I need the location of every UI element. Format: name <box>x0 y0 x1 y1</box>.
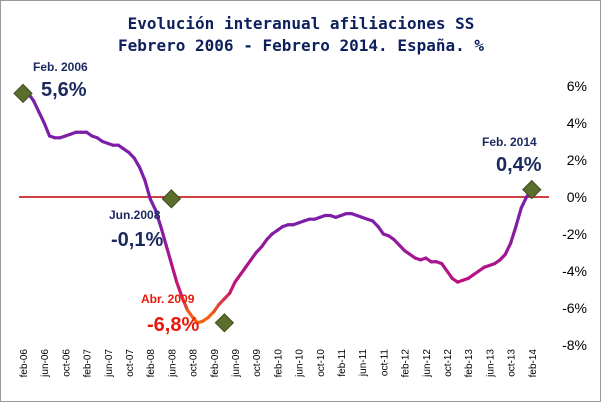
chart-subtitle: Febrero 2006 - Febrero 2014. España. % <box>118 36 484 55</box>
x-tick-label: jun-08 <box>167 349 178 378</box>
y-tick-label: -4% <box>562 263 587 279</box>
series-segment <box>169 262 179 284</box>
marker-diamond <box>161 189 182 209</box>
x-tick-label: jun-10 <box>295 349 306 378</box>
chart-title: Evolución interanual afiliaciones SS <box>128 14 475 33</box>
annotation-value-feb2006: 5,6% <box>41 79 87 101</box>
x-tick-label: feb-06 <box>19 349 30 378</box>
annotation-label-abr2009: Abr. 2009 <box>141 292 195 306</box>
series-segment <box>514 206 523 229</box>
annotations: Feb. 2006 5,6% Jun.2008 -0,1% Abr. 2009 … <box>33 60 542 336</box>
y-tick-label: -2% <box>562 226 587 242</box>
y-tick-label: -6% <box>562 300 587 316</box>
annotation-label-feb2006: Feb. 2006 <box>33 60 88 74</box>
series-segment <box>175 280 184 299</box>
y-tick-label: 2% <box>567 152 587 168</box>
annotation-value-jun2008: -0,1% <box>111 229 163 251</box>
series-segment <box>180 295 189 312</box>
series-segment <box>132 156 142 169</box>
series-segment <box>42 121 52 138</box>
series-segment <box>503 241 513 256</box>
marker-diamond <box>522 179 542 200</box>
series-segment <box>159 225 168 247</box>
x-tick-label: oct-11 <box>379 349 390 376</box>
x-tick-label: oct-07 <box>125 349 136 377</box>
series-line <box>21 91 534 325</box>
x-tick-label: oct-13 <box>507 349 518 377</box>
x-tick-label: feb-09 <box>210 349 221 378</box>
marker-diamond <box>13 83 33 104</box>
x-axis: feb-06 jun-06 oct-06 feb-07 jun-07 oct-07 feb-… <box>19 349 539 378</box>
series-segment <box>153 208 163 229</box>
markers <box>13 83 542 333</box>
x-tick-label: feb-13 <box>464 349 475 378</box>
x-tick-label: feb-10 <box>273 349 284 378</box>
y-tick-label: -8% <box>562 337 587 353</box>
series-segment <box>138 165 147 182</box>
x-tick-label: jun-09 <box>231 349 242 378</box>
series-segment <box>228 280 237 295</box>
series-segment <box>164 243 173 266</box>
series-segment <box>509 225 518 245</box>
x-tick-label: oct-09 <box>252 349 263 377</box>
x-tick-label: oct-08 <box>189 349 200 377</box>
x-tick-label: feb-11 <box>337 349 348 377</box>
x-tick-label: oct-12 <box>443 349 454 377</box>
series-segment <box>519 195 529 210</box>
x-tick-label: oct-10 <box>316 349 327 377</box>
x-tick-label: oct-06 <box>61 349 72 377</box>
x-tick-label: feb-08 <box>146 349 157 378</box>
annotation-label-feb2014: Feb. 2014 <box>482 135 537 149</box>
x-tick-label: feb-07 <box>83 349 94 378</box>
y-tick-label: 0% <box>567 189 587 205</box>
series-segment <box>31 99 41 114</box>
x-tick-label: jun-13 <box>485 349 496 378</box>
y-axis: 6% 4% 2% 0% -2% -4% -6% -8% <box>562 78 587 353</box>
y-tick-label: 4% <box>567 115 587 131</box>
series-segment <box>37 110 46 125</box>
x-tick-label: jun-11 <box>358 349 369 377</box>
y-tick-label: 6% <box>567 78 587 94</box>
x-tick-label: jun-12 <box>422 349 433 378</box>
x-tick-label: feb-14 <box>528 349 539 378</box>
annotation-value-feb2014: 0,4% <box>496 154 542 176</box>
marker-diamond <box>214 313 235 333</box>
x-tick-label: jun-07 <box>104 349 115 378</box>
annotation-value-abr2009: -6,8% <box>147 314 199 336</box>
series-segment <box>143 178 152 201</box>
x-tick-label: jun-06 <box>40 349 51 378</box>
annotation-label-jun2008: Jun.2008 <box>109 208 161 222</box>
x-tick-label: feb-12 <box>401 349 412 378</box>
series-segment <box>148 197 158 212</box>
